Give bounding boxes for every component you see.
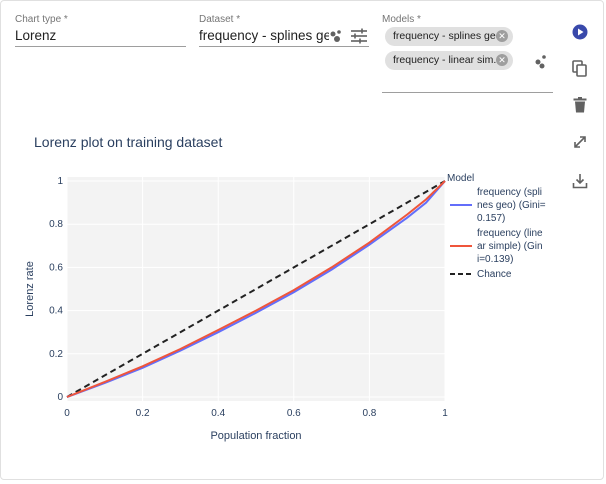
series-line-0 [66,180,446,398]
copy-icon[interactable] [572,60,588,83]
x-tick-label: 0 [64,408,70,419]
y-axis-title: Lorenz rate [24,261,36,317]
scatter-dots-icon[interactable] [534,53,548,74]
y-tick-label: 1 [57,176,63,187]
legend-label-1: frequency (line ar simple) (Gin i=0.139) [477,228,543,265]
scatter-dots-icon[interactable] [329,28,343,49]
model-chip-splines[interactable]: frequency - splines geo ✕ [385,27,513,46]
series-line-2 [66,180,446,398]
x-tick-label: 0.4 [211,408,225,419]
download-icon[interactable] [572,173,588,194]
dataset-label: Dataset * [199,14,241,25]
chip-remove-icon[interactable]: ✕ [496,54,508,66]
expand-icon[interactable] [572,134,588,155]
dataset-field[interactable]: Dataset * frequency - splines geo [199,14,329,43]
delete-icon[interactable] [573,97,587,118]
y-tick-label: 0.4 [49,306,63,317]
chart-title: Lorenz plot on training dataset [34,134,223,150]
chart-type-underline [15,46,186,47]
x-tick-label: 0.2 [136,408,150,419]
chart-type-label: Chart type * [15,14,68,25]
models-underline [382,92,553,93]
y-tick-label: 0.8 [49,219,63,230]
play-icon[interactable] [572,24,588,45]
x-axis-title: Population fraction [210,430,301,442]
x-tick-label: 0.8 [362,408,376,419]
plot-background [67,177,445,401]
legend-label-0: frequency (spli nes geo) (Gini= 0.157) [477,187,546,224]
models-field[interactable]: Models * [382,14,552,25]
chart-type-field[interactable]: Chart type * Lorenz [15,14,185,43]
dataset-underline [199,46,369,47]
x-tick-label: 0.6 [287,408,301,419]
model-chip-linear[interactable]: frequency - linear sim... ✕ [385,51,513,70]
lorenz-chart: 0 0.2 0.4 0.6 0.8 1 0 0.2 0.4 0.6 0.8 1 Population f… [24,173,546,442]
tune-icon[interactable] [350,28,368,49]
y-tick-label: 0 [57,392,63,403]
model-chip-label: frequency - linear sim... [393,54,503,66]
legend-label-2: Chance [477,269,512,280]
chart-type-value[interactable]: Lorenz [15,28,57,43]
legend-title: Model [447,173,474,184]
series-line-1 [66,180,446,398]
x-tick-label: 1 [442,408,448,419]
dataset-value[interactable]: frequency - splines geo [199,28,329,43]
models-label: Models * [382,14,421,25]
y-tick-label: 0.6 [49,262,63,273]
chip-remove-icon[interactable]: ✕ [496,30,508,42]
model-chip-label: frequency - splines geo [393,30,502,42]
y-tick-label: 0.2 [49,349,63,360]
